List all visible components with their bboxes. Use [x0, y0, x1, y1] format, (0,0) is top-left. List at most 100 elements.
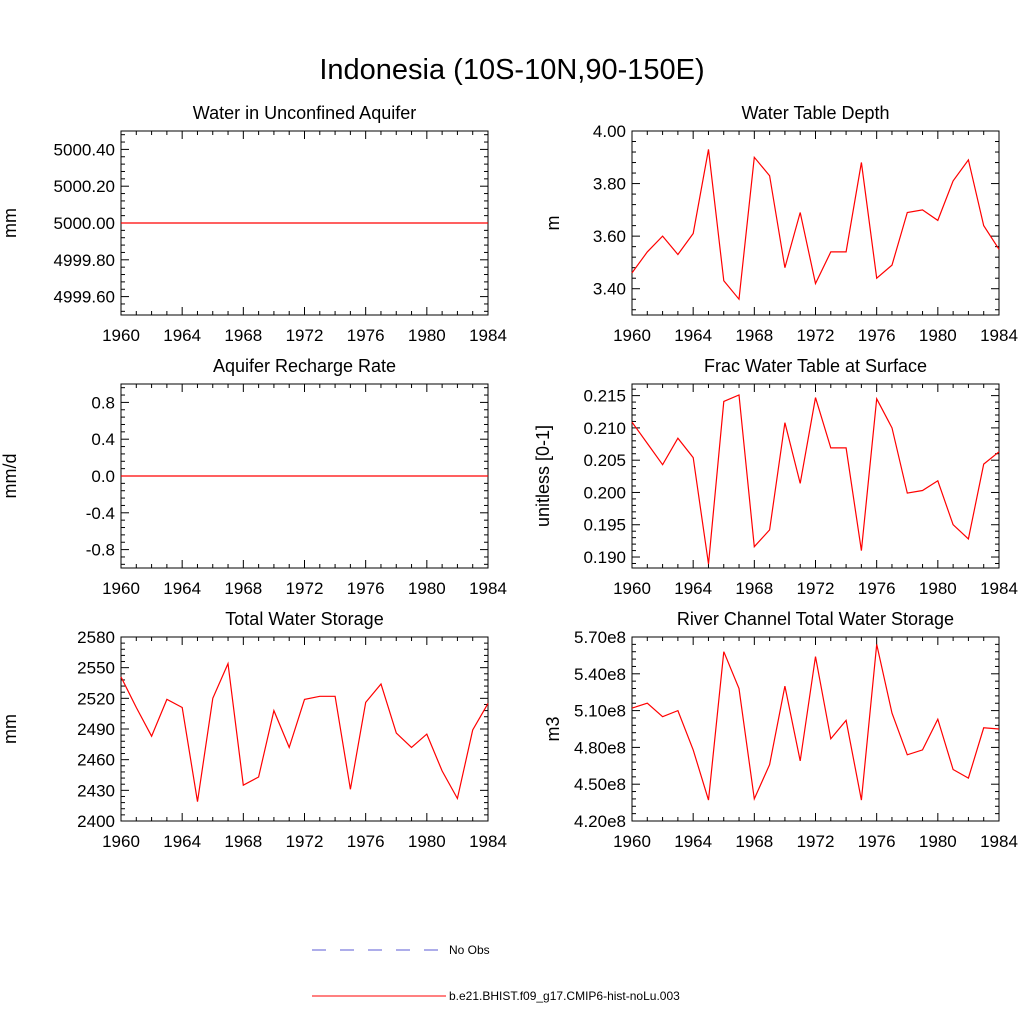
x-tick-label: 1964 [163, 832, 201, 851]
x-tick-label: 1968 [735, 832, 773, 851]
x-tick-label: 1960 [613, 832, 651, 851]
y-tick-label: 5.70e8 [574, 628, 626, 647]
panel-4: Frac Water Table at Surface 1960 1964 1968 1… [533, 356, 1018, 598]
panel-5: Total Water Storage 1960 1964 1968 1972 1976 1… [0, 609, 507, 851]
panel-6: River Channel Total Water Storage 1960 196… [543, 609, 1018, 851]
x-tick-label: 1972 [797, 832, 835, 851]
y-tick-label: 4.20e8 [574, 812, 626, 831]
y-tick-label: -0.4 [86, 504, 115, 523]
figure-title: Indonesia (10S-10N,90-150E) [319, 54, 705, 86]
panel-2: Water Table Depth 1960 1964 1968 1972 1976 198… [543, 103, 1018, 345]
x-tick-label: 1984 [980, 832, 1018, 851]
y-axis-label: unitless [0-1] [533, 425, 553, 527]
x-tick-label: 1984 [469, 326, 507, 345]
y-tick-label: 3.60 [593, 227, 626, 246]
y-tick-label: 0.195 [583, 516, 626, 535]
x-tick-label: 1964 [163, 326, 201, 345]
x-tick-label: 1968 [224, 832, 262, 851]
x-tick-label: 1980 [408, 326, 446, 345]
x-tick-label: 1984 [469, 579, 507, 598]
plot-frame [631, 636, 1000, 822]
plot-frame [120, 636, 489, 822]
x-tick-label: 1972 [797, 579, 835, 598]
x-tick-label: 1980 [919, 326, 957, 345]
y-tick-label: 2520 [77, 689, 115, 708]
y-tick-label: 3.80 [593, 175, 626, 194]
x-tick-label: 1976 [858, 832, 896, 851]
panel-title: River Channel Total Water Storage [677, 609, 954, 629]
y-tick-label: 4.80e8 [574, 738, 626, 757]
x-tick-label: 1964 [674, 832, 712, 851]
y-tick-label: 3.40 [593, 280, 626, 299]
panel-title: Water in Unconfined Aquifer [193, 103, 416, 123]
y-tick-label: 0.0 [91, 467, 115, 486]
panel-1: Water in Unconfined Aquifer 1960 1964 1968 1… [0, 103, 507, 345]
y-tick-label: 0.215 [583, 387, 626, 406]
y-tick-label: 5000.00 [54, 214, 115, 233]
x-tick-label: 1960 [102, 326, 140, 345]
y-axis-label: m [543, 216, 563, 231]
y-tick-label: 5000.20 [54, 177, 115, 196]
x-tick-label: 1964 [674, 326, 712, 345]
x-tick-label: 1972 [286, 832, 324, 851]
y-axis-label: m3 [543, 716, 563, 741]
x-tick-label: 1964 [163, 579, 201, 598]
x-tick-label: 1960 [613, 326, 651, 345]
y-tick-label: 0.4 [91, 430, 115, 449]
x-tick-label: 1976 [347, 326, 385, 345]
y-tick-label: 2490 [77, 720, 115, 739]
panel-title: Aquifer Recharge Rate [213, 356, 396, 376]
y-tick-label: 4.00 [593, 122, 626, 141]
legend: No Obs b.e21.BHIST.f09_g17.CMIP6-hist-noL… [312, 943, 680, 1003]
plot-frame [631, 130, 1000, 316]
x-tick-label: 1980 [408, 832, 446, 851]
x-tick-label: 1980 [408, 579, 446, 598]
x-tick-label: 1976 [858, 326, 896, 345]
x-tick-label: 1960 [102, 579, 140, 598]
panel-title: Frac Water Table at Surface [704, 356, 927, 376]
series-line [631, 644, 1000, 802]
y-tick-label: 2430 [77, 781, 115, 800]
x-tick-label: 1976 [347, 579, 385, 598]
y-axis-label: mm [0, 208, 20, 238]
y-tick-label: 0.210 [583, 419, 626, 438]
x-tick-label: 1968 [735, 579, 773, 598]
y-axis-label: mm [0, 714, 20, 744]
y-tick-label: 0.190 [583, 548, 626, 567]
y-tick-label: 5.10e8 [574, 702, 626, 721]
y-tick-label: 2400 [77, 812, 115, 831]
y-tick-label: 2580 [77, 628, 115, 647]
plot-frame [631, 383, 1000, 569]
x-tick-label: 1968 [735, 326, 773, 345]
y-tick-label: 4999.80 [54, 251, 115, 270]
y-tick-label: -0.8 [86, 541, 115, 560]
legend-label: No Obs [449, 943, 490, 957]
x-tick-label: 1972 [286, 579, 324, 598]
y-tick-label: 0.200 [583, 483, 626, 502]
y-tick-label: 2550 [77, 659, 115, 678]
y-tick-label: 5.40e8 [574, 665, 626, 684]
panel-title: Total Water Storage [225, 609, 383, 629]
y-tick-label: 0.8 [91, 393, 115, 412]
x-tick-label: 1976 [347, 832, 385, 851]
x-tick-label: 1960 [613, 579, 651, 598]
series-line [631, 149, 1000, 301]
x-tick-label: 1968 [224, 579, 262, 598]
y-axis-label: mm/d [0, 454, 20, 499]
panel-title: Water Table Depth [741, 103, 889, 123]
y-tick-label: 4999.60 [54, 288, 115, 307]
x-tick-label: 1980 [919, 579, 957, 598]
panel-3: Aquifer Recharge Rate 1960 1964 1968 1972 197… [0, 356, 507, 598]
x-tick-label: 1972 [797, 326, 835, 345]
y-tick-label: 5000.40 [54, 140, 115, 159]
x-tick-label: 1968 [224, 326, 262, 345]
series-line [120, 661, 489, 802]
y-tick-label: 4.50e8 [574, 775, 626, 794]
legend-label: b.e21.BHIST.f09_g17.CMIP6-hist-noLu.003 [449, 989, 680, 1003]
x-tick-label: 1964 [674, 579, 712, 598]
x-tick-label: 1980 [919, 832, 957, 851]
x-tick-label: 1984 [469, 832, 507, 851]
x-tick-label: 1976 [858, 579, 896, 598]
